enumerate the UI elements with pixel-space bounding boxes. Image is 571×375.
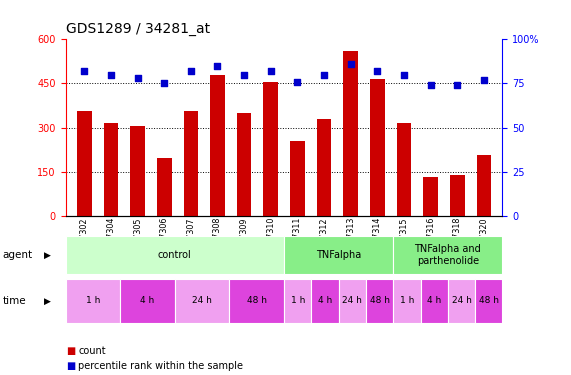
Bar: [66, 279, 120, 322]
Point: [213, 63, 222, 69]
Bar: [103, 123, 118, 216]
Text: ■: ■: [66, 346, 75, 355]
Bar: [130, 126, 145, 216]
Point: [186, 68, 195, 74]
Point: [240, 72, 249, 78]
Text: 24 h: 24 h: [343, 296, 362, 305]
Point: [319, 72, 328, 78]
Point: [293, 79, 302, 85]
Bar: [393, 236, 502, 274]
Bar: [77, 111, 91, 216]
Point: [106, 72, 115, 78]
Point: [346, 61, 355, 67]
Text: TNFalpha and
parthenolide: TNFalpha and parthenolide: [415, 244, 481, 266]
Bar: [157, 158, 171, 216]
Point: [479, 77, 488, 83]
Bar: [183, 111, 198, 216]
Text: ▶: ▶: [44, 251, 51, 260]
Bar: [450, 174, 465, 216]
Bar: [311, 279, 339, 322]
Text: ■: ■: [66, 361, 75, 370]
Bar: [120, 279, 175, 322]
Point: [133, 75, 142, 81]
Point: [453, 82, 462, 88]
Text: 1 h: 1 h: [86, 296, 100, 305]
Point: [373, 68, 382, 74]
Bar: [421, 279, 448, 322]
Text: 4 h: 4 h: [140, 296, 155, 305]
Text: agent: agent: [3, 250, 33, 260]
Point: [426, 82, 435, 88]
Text: percentile rank within the sample: percentile rank within the sample: [78, 361, 243, 370]
Point: [266, 68, 275, 74]
Bar: [366, 279, 393, 322]
Bar: [343, 51, 358, 216]
Text: ▶: ▶: [44, 296, 51, 305]
Bar: [284, 279, 311, 322]
Text: 24 h: 24 h: [452, 296, 472, 305]
Point: [399, 72, 408, 78]
Bar: [175, 279, 230, 322]
Text: 4 h: 4 h: [427, 296, 441, 305]
Text: GDS1289 / 34281_at: GDS1289 / 34281_at: [66, 22, 210, 36]
Bar: [237, 113, 251, 216]
Bar: [317, 118, 331, 216]
Bar: [423, 177, 438, 216]
Bar: [290, 141, 305, 216]
Bar: [230, 279, 284, 322]
Bar: [284, 236, 393, 274]
Text: TNFalpha: TNFalpha: [316, 250, 361, 260]
Bar: [370, 79, 385, 216]
Text: 24 h: 24 h: [192, 296, 212, 305]
Bar: [397, 123, 411, 216]
Text: 48 h: 48 h: [369, 296, 389, 305]
Bar: [66, 236, 284, 274]
Bar: [448, 279, 475, 322]
Bar: [339, 279, 366, 322]
Bar: [263, 82, 278, 216]
Text: control: control: [158, 250, 192, 260]
Bar: [393, 279, 421, 322]
Text: time: time: [3, 296, 26, 306]
Text: count: count: [78, 346, 106, 355]
Text: 48 h: 48 h: [247, 296, 267, 305]
Bar: [210, 75, 225, 216]
Bar: [475, 279, 502, 322]
Text: 1 h: 1 h: [291, 296, 305, 305]
Text: 1 h: 1 h: [400, 296, 414, 305]
Point: [160, 81, 169, 87]
Point: [80, 68, 89, 74]
Text: 48 h: 48 h: [479, 296, 499, 305]
Text: 4 h: 4 h: [318, 296, 332, 305]
Bar: [477, 155, 491, 216]
